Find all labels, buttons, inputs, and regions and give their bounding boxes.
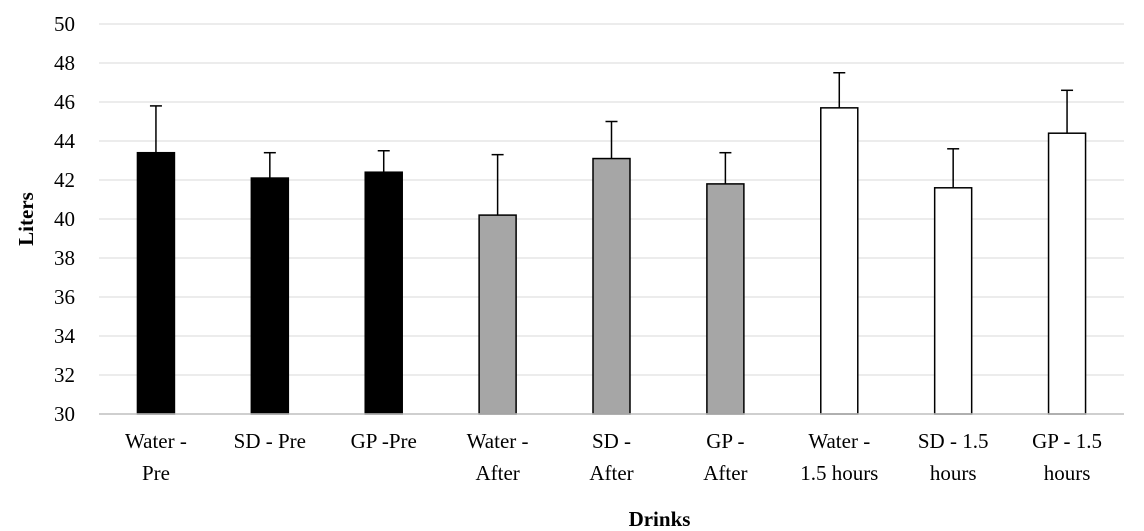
error-bar [1061, 89, 1074, 134]
x-tick-label: GP - After [703, 429, 747, 485]
error-bar [719, 151, 732, 184]
x-tick-label-line: 1.5 hours [800, 461, 878, 485]
x-tick-label: GP -Pre [351, 429, 417, 453]
y-tick-label: 36 [54, 285, 75, 309]
x-tick-label-line: After [475, 461, 519, 485]
x-tick-label-line: Water - [467, 429, 529, 453]
y-tick-label: 46 [54, 90, 75, 114]
bar [933, 187, 973, 415]
x-tick-label: SD - Pre [234, 429, 306, 453]
x-tick-label: SD - 1.5 hours [918, 429, 989, 485]
x-tick-label-line: hours [930, 461, 977, 485]
x-tick-label: GP - 1.5 hours [1032, 429, 1102, 485]
y-tick-label: 50 [54, 12, 75, 36]
error-bar [947, 148, 960, 188]
error-bar [263, 151, 276, 179]
x-tick-label-line: Water - [125, 429, 187, 453]
bar [478, 214, 517, 415]
bar [1047, 132, 1087, 415]
x-tick-label-line: GP -Pre [351, 429, 417, 453]
error-bar [491, 153, 504, 216]
y-tick-label: 48 [54, 51, 75, 75]
x-tick-label-line: Water - [808, 429, 870, 453]
x-tick-label-line: GP - 1.5 [1032, 429, 1102, 453]
y-tick-label: 42 [54, 168, 75, 192]
x-tick-label-line: SD - 1.5 [918, 429, 989, 453]
error-bar [377, 150, 390, 173]
error-bar [149, 105, 162, 153]
error-bar [605, 120, 618, 159]
x-axis-title: Drinks [629, 507, 691, 531]
y-tick-label: 30 [54, 402, 75, 426]
x-tick-label-line: After [589, 461, 633, 485]
y-tick-label: 34 [54, 324, 76, 348]
y-tick-label: 38 [54, 246, 75, 270]
y-tick-label: 44 [54, 129, 76, 153]
x-tick-label-line: hours [1044, 461, 1091, 485]
x-tick-label: Water - Pre [125, 429, 187, 485]
x-tick-label: Water - 1.5 hours [800, 429, 878, 485]
x-tick-label: SD - After [589, 429, 633, 485]
x-tick-label-line: Pre [142, 461, 170, 485]
y-tick-label: 32 [54, 363, 75, 387]
bar [706, 183, 745, 415]
bar [250, 177, 290, 415]
x-tick-label-line: SD - [592, 429, 631, 453]
y-axis-title: Liters [14, 192, 38, 246]
x-tick-label-line: After [703, 461, 747, 485]
error-bar [833, 72, 846, 108]
error-bars [149, 72, 1074, 216]
x-tick-label-line: GP - [706, 429, 744, 453]
x-tick-label-line: SD - Pre [234, 429, 306, 453]
y-tick-label: 40 [54, 207, 75, 231]
bar [592, 157, 631, 415]
x-tick-label: Water - After [467, 429, 529, 485]
bar [820, 107, 859, 415]
bar [364, 171, 403, 415]
y-axis-ticks: 30 32 34 36 38 40 42 44 46 48 50 [54, 12, 76, 426]
bar [136, 151, 176, 415]
